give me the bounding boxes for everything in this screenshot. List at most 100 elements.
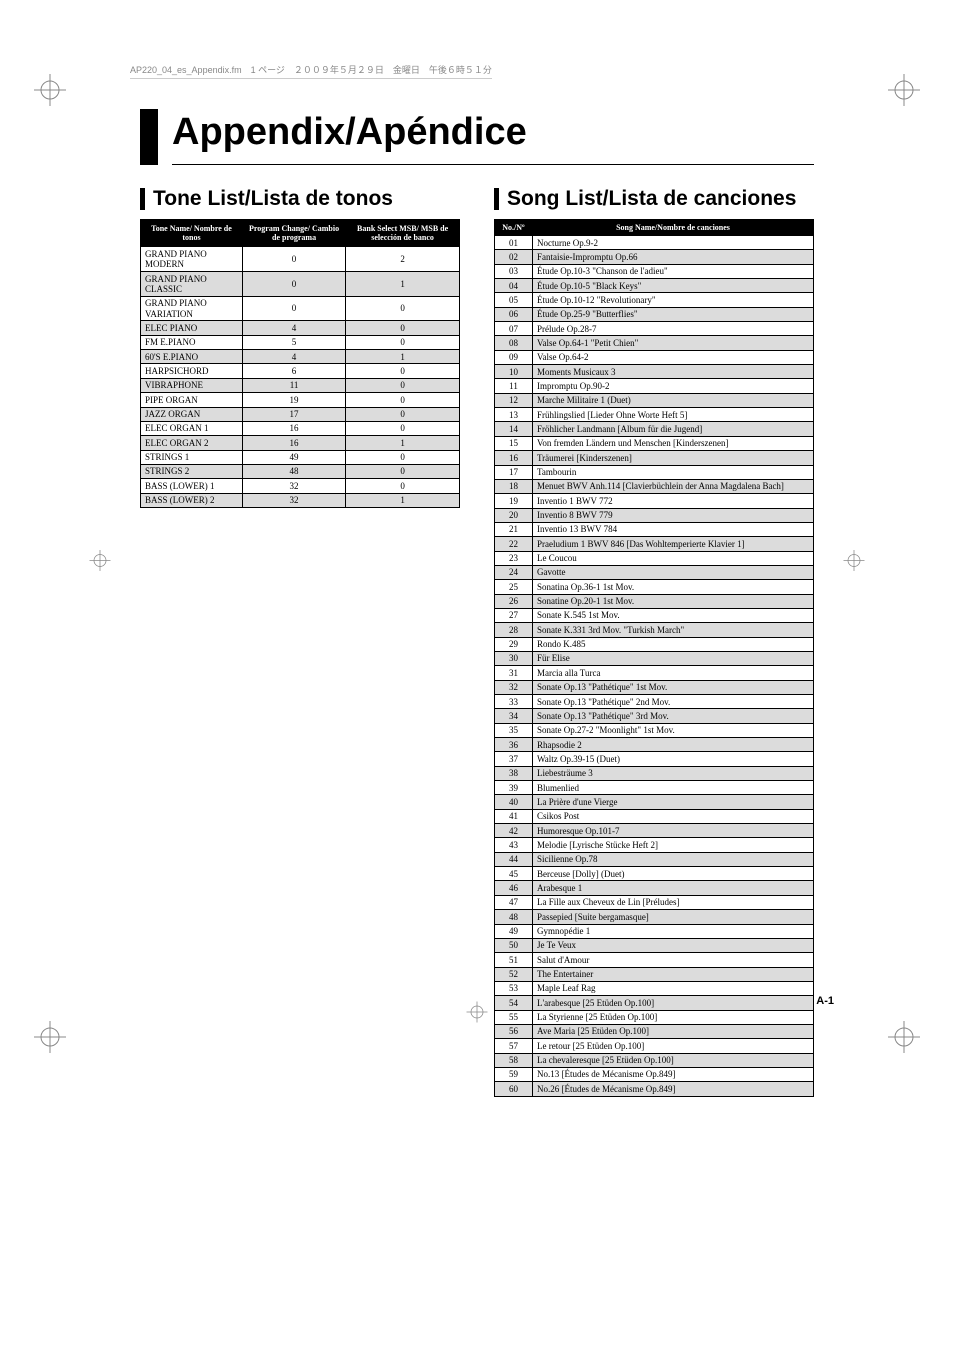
song-name-cell: Salut d'Amour bbox=[533, 953, 814, 967]
tone-bank-cell: 0 bbox=[346, 407, 460, 421]
tone-name-cell: GRAND PIANO VARIATION bbox=[141, 296, 243, 321]
tone-bank-cell: 0 bbox=[346, 479, 460, 493]
tone-header-name: Tone Name/ Nombre de tonos bbox=[141, 220, 243, 247]
table-row: 34Sonate Op.13 "Pathétique" 3rd Mov. bbox=[495, 709, 814, 723]
tone-program-cell: 0 bbox=[242, 247, 345, 272]
table-row: 19Inventio 1 BWV 772 bbox=[495, 494, 814, 508]
song-name-cell: Nocturne Op.9-2 bbox=[533, 236, 814, 250]
song-no-cell: 46 bbox=[495, 881, 533, 895]
tone-program-cell: 16 bbox=[242, 421, 345, 435]
tone-program-cell: 0 bbox=[242, 296, 345, 321]
table-row: 45Berceuse [Dolly] (Duet) bbox=[495, 867, 814, 881]
table-row: 56Ave Maria [25 Etüden Op.100] bbox=[495, 1024, 814, 1038]
table-row: 03Étude Op.10-3 "Chanson de l'adieu" bbox=[495, 264, 814, 278]
song-no-cell: 60 bbox=[495, 1082, 533, 1096]
song-name-cell: Étude Op.25-9 "Butterflies" bbox=[533, 307, 814, 321]
page-title-bar: Appendix/Apéndice bbox=[140, 109, 814, 165]
crop-mark-icon bbox=[884, 1017, 924, 1057]
tone-name-cell: GRAND PIANO CLASSIC bbox=[141, 272, 243, 297]
song-no-cell: 57 bbox=[495, 1039, 533, 1053]
tone-bank-cell: 2 bbox=[346, 247, 460, 272]
tone-name-cell: HARPSICHORD bbox=[141, 364, 243, 378]
tone-program-cell: 4 bbox=[242, 350, 345, 364]
table-row: 18Menuet BWV Anh.114 [Clavierbüchlein de… bbox=[495, 479, 814, 493]
tone-name-cell: FM E.PIANO bbox=[141, 335, 243, 349]
tone-name-cell: ELEC ORGAN 1 bbox=[141, 421, 243, 435]
song-name-cell: Sonate K.545 1st Mov. bbox=[533, 608, 814, 622]
table-row: 30Für Elise bbox=[495, 651, 814, 665]
table-row: 51Salut d'Amour bbox=[495, 953, 814, 967]
song-no-cell: 36 bbox=[495, 738, 533, 752]
song-name-cell: Rhapsodie 2 bbox=[533, 738, 814, 752]
song-no-cell: 11 bbox=[495, 379, 533, 393]
song-no-cell: 48 bbox=[495, 910, 533, 924]
song-name-cell: Sonate Op.13 "Pathétique" 3rd Mov. bbox=[533, 709, 814, 723]
tone-bank-cell: 1 bbox=[346, 272, 460, 297]
song-no-cell: 43 bbox=[495, 838, 533, 852]
song-name-cell: Sonate Op.13 "Pathétique" 1st Mov. bbox=[533, 680, 814, 694]
table-row: 13Frühlingslied [Lieder Ohne Worte Heft … bbox=[495, 408, 814, 422]
song-name-cell: Le retour [25 Etüden Op.100] bbox=[533, 1039, 814, 1053]
table-row: 32Sonate Op.13 "Pathétique" 1st Mov. bbox=[495, 680, 814, 694]
song-no-cell: 45 bbox=[495, 867, 533, 881]
table-row: 10Moments Musicaux 3 bbox=[495, 365, 814, 379]
page: AP220_04_es_Appendix.fm 1 ページ ２００９年５月２９日… bbox=[0, 0, 954, 1127]
section-bar-icon bbox=[140, 188, 145, 210]
song-no-cell: 17 bbox=[495, 465, 533, 479]
table-row: 17Tambourin bbox=[495, 465, 814, 479]
tone-name-cell: STRINGS 2 bbox=[141, 464, 243, 478]
song-name-cell: Valse Op.64-1 "Petit Chien" bbox=[533, 336, 814, 350]
table-row: 14Fröhlicher Landmann [Album für die Jug… bbox=[495, 422, 814, 436]
song-name-cell: Étude Op.10-5 "Black Keys" bbox=[533, 279, 814, 293]
table-row: 38Liebesträume 3 bbox=[495, 766, 814, 780]
tone-program-cell: 32 bbox=[242, 479, 345, 493]
table-row: 29Rondo K.485 bbox=[495, 637, 814, 651]
tone-name-cell: PIPE ORGAN bbox=[141, 393, 243, 407]
title-tab-icon bbox=[140, 109, 158, 165]
tone-name-cell: ELEC ORGAN 2 bbox=[141, 436, 243, 450]
table-row: 60No.26 [Études de Mécanisme Op.849] bbox=[495, 1082, 814, 1096]
song-name-cell: Fantaisie-Impromptu Op.66 bbox=[533, 250, 814, 264]
crop-mark-icon bbox=[884, 70, 924, 110]
tone-bank-cell: 1 bbox=[346, 436, 460, 450]
song-name-cell: Impromptu Op.90-2 bbox=[533, 379, 814, 393]
table-row: GRAND PIANO VARIATION00 bbox=[141, 296, 460, 321]
song-no-cell: 51 bbox=[495, 953, 533, 967]
song-no-cell: 28 bbox=[495, 623, 533, 637]
tone-program-cell: 49 bbox=[242, 450, 345, 464]
table-row: FM E.PIANO50 bbox=[141, 335, 460, 349]
table-row: 40La Prière d'une Vierge bbox=[495, 795, 814, 809]
table-row: 22Praeludium 1 BWV 846 [Das Wohltemperie… bbox=[495, 537, 814, 551]
song-name-cell: Ave Maria [25 Etüden Op.100] bbox=[533, 1024, 814, 1038]
song-name-cell: Liebesträume 3 bbox=[533, 766, 814, 780]
song-name-cell: Passepied [Suite bergamasque] bbox=[533, 910, 814, 924]
table-row: 01Nocturne Op.9-2 bbox=[495, 236, 814, 250]
song-no-cell: 37 bbox=[495, 752, 533, 766]
table-row: 21Inventio 13 BWV 784 bbox=[495, 522, 814, 536]
table-row: 57Le retour [25 Etüden Op.100] bbox=[495, 1039, 814, 1053]
song-no-cell: 03 bbox=[495, 264, 533, 278]
song-name-cell: Menuet BWV Anh.114 [Clavierbüchlein der … bbox=[533, 479, 814, 493]
tone-bank-cell: 0 bbox=[346, 464, 460, 478]
song-no-cell: 39 bbox=[495, 781, 533, 795]
table-row: ELEC ORGAN 2161 bbox=[141, 436, 460, 450]
table-row: 55La Styrienne [25 Etüden Op.100] bbox=[495, 1010, 814, 1024]
table-row: 15Von fremden Ländern und Menschen [Kind… bbox=[495, 436, 814, 450]
song-name-cell: Maple Leaf Rag bbox=[533, 981, 814, 995]
crop-mark-icon bbox=[85, 546, 115, 581]
song-no-cell: 16 bbox=[495, 451, 533, 465]
song-no-cell: 50 bbox=[495, 938, 533, 952]
crop-mark-icon bbox=[30, 70, 70, 110]
song-name-cell: Gavotte bbox=[533, 565, 814, 579]
song-name-cell: Valse Op.64-2 bbox=[533, 350, 814, 364]
table-row: 20Inventio 8 BWV 779 bbox=[495, 508, 814, 522]
table-row: 39Blumenlied bbox=[495, 781, 814, 795]
table-row: 04Étude Op.10-5 "Black Keys" bbox=[495, 279, 814, 293]
table-row: BASS (LOWER) 1320 bbox=[141, 479, 460, 493]
tone-program-cell: 32 bbox=[242, 493, 345, 507]
tone-name-cell: BASS (LOWER) 2 bbox=[141, 493, 243, 507]
table-row: 53Maple Leaf Rag bbox=[495, 981, 814, 995]
table-row: 09Valse Op.64-2 bbox=[495, 350, 814, 364]
page-title: Appendix/Apéndice bbox=[172, 109, 814, 165]
song-no-cell: 33 bbox=[495, 695, 533, 709]
